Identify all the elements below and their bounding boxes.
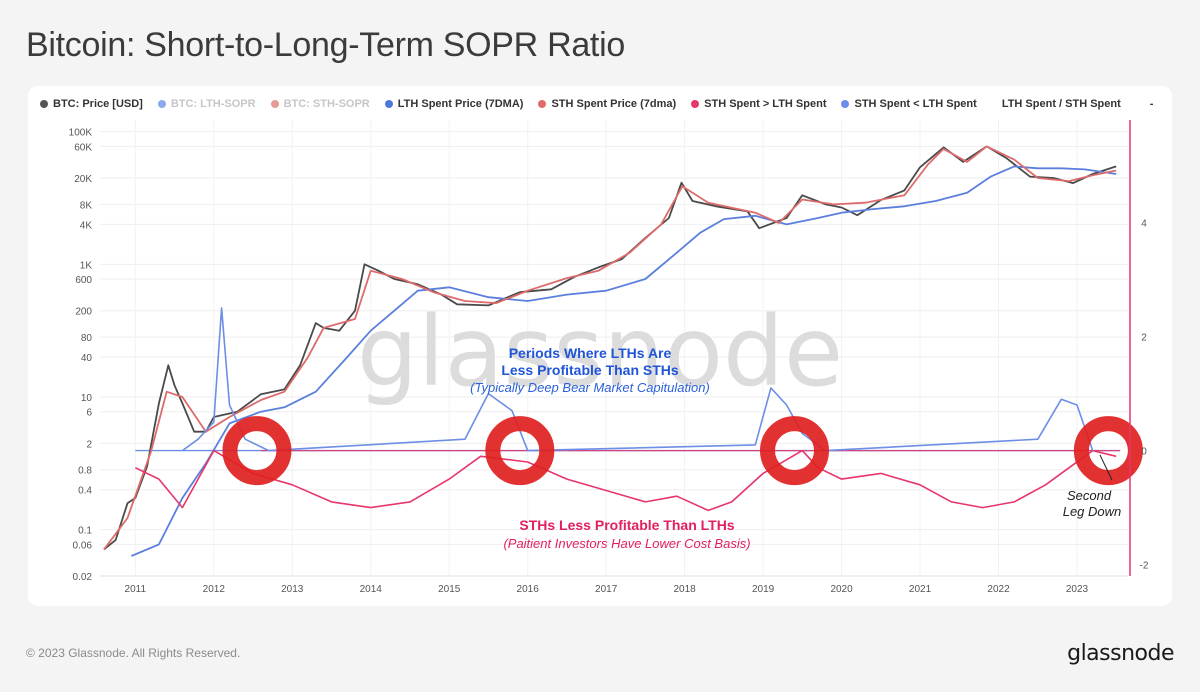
legend-item-sth-spent-price[interactable]: STH Spent Price (7dma)	[538, 98, 676, 110]
y-left-tick-label: 100K	[69, 128, 93, 139]
y-right-tick-label: 2	[1141, 333, 1147, 344]
annotation-second: Second	[1067, 488, 1112, 503]
legend-item-sth-gt-lth[interactable]: STH Spent > LTH Spent	[691, 98, 826, 110]
annotation-upper-sub: (Typically Deep Bear Market Capitulation…	[470, 380, 710, 395]
x-tick-label: 2020	[830, 584, 853, 595]
series-sth-spent-price	[103, 145, 1117, 551]
y-left-tick-label: 0.06	[73, 540, 93, 551]
annotation-lower-title: STHs Less Profitable Than LTHs	[519, 517, 734, 533]
legend-item-lth-sopr[interactable]: BTC: LTH-SOPR	[157, 98, 256, 110]
highlight-circle	[222, 416, 292, 486]
legend-item-sth-lt-lth[interactable]: STH Spent < LTH Spent	[841, 98, 977, 110]
x-tick-label: 2011	[125, 584, 147, 595]
y-left-tick-label: 20K	[74, 174, 92, 185]
y-left-tick-label: 0.1	[78, 526, 92, 537]
y-left-tick-label: 0.02	[73, 572, 93, 583]
annotation-arrow	[1099, 454, 1113, 481]
y-left-tick-label: 8K	[80, 200, 93, 211]
y-right-tick-label: 0	[1141, 447, 1147, 458]
chart-legend: BTC: Price [USD] BTC: LTH-SOPR BTC: STH-…	[40, 98, 1170, 110]
y-left-tick-label: 0.8	[78, 466, 92, 477]
series-sth-gt-lth	[134, 449, 1117, 512]
legend-dot-icon	[841, 100, 850, 108]
x-tick-label: 2017	[595, 584, 618, 595]
y-right-tick-label: 4	[1141, 219, 1147, 230]
axes: 100K60K20K8K4K1K600200804010620.80.40.10…	[69, 120, 1149, 595]
legend-dot-icon	[538, 100, 547, 108]
legend-item-ratio[interactable]: LTH Spent / STH Spent	[1001, 98, 1121, 110]
highlight-circle	[485, 416, 555, 486]
highlight-circle	[759, 416, 829, 486]
x-tick-label: 2021	[909, 584, 932, 595]
y-left-tick-label: 1K	[80, 260, 93, 271]
highlight-circles	[222, 416, 1143, 486]
legend-dot-icon	[270, 100, 279, 108]
x-tick-label: 2019	[752, 584, 775, 595]
annotation-lower-sub: (Paitient Investors Have Lower Cost Basi…	[503, 536, 750, 551]
series-btc-price	[103, 145, 1117, 551]
legend-item-dash[interactable]: -	[1149, 98, 1154, 110]
grid-lines	[100, 120, 1128, 577]
annotation-upper-title-1: Periods Where LTHs Are	[509, 345, 672, 361]
series-lth-spent-price	[131, 165, 1117, 557]
y-left-tick-label: 600	[75, 275, 92, 286]
legend-dot-icon	[691, 100, 700, 108]
highlight-circle	[1073, 416, 1143, 486]
legend-dot-icon	[40, 100, 48, 108]
y-left-tick-label: 40	[81, 353, 93, 364]
legend-dot-icon	[157, 100, 166, 108]
x-tick-label: 2016	[517, 584, 540, 595]
x-tick-label: 2022	[987, 584, 1010, 595]
y-left-tick-label: 0.4	[78, 486, 92, 497]
legend-item-lth-spent-price[interactable]: LTH Spent Price (7DMA)	[384, 98, 523, 110]
annotation-leg-down: Leg Down	[1063, 504, 1122, 519]
y-left-tick-label: 2	[86, 439, 92, 450]
series-lines	[103, 145, 1121, 557]
legend-dot-icon	[384, 100, 393, 108]
x-tick-label: 2014	[360, 584, 383, 595]
x-tick-label: 2023	[1066, 584, 1089, 595]
footer-logo: glassnode	[1067, 641, 1174, 666]
annotations: Periods Where LTHs Are Less Profitable T…	[470, 345, 1121, 551]
y-right-tick-label: -2	[1140, 561, 1149, 572]
y-left-tick-label: 4K	[80, 220, 93, 231]
watermark: glassnode	[357, 296, 843, 408]
footer-copyright: © 2023 Glassnode. All Rights Reserved.	[26, 646, 241, 660]
y-left-tick-label: 200	[75, 307, 92, 318]
legend-item-sth-sopr[interactable]: BTC: STH-SOPR	[270, 98, 370, 110]
y-left-tick-label: 80	[81, 333, 93, 344]
x-tick-label: 2015	[438, 584, 461, 595]
y-left-tick-label: 60K	[74, 142, 92, 153]
y-left-tick-label: 6	[86, 408, 92, 419]
y-left-tick-label: 10	[81, 393, 93, 404]
x-tick-label: 2013	[281, 584, 304, 595]
legend-item-price[interactable]: BTC: Price [USD]	[40, 98, 143, 110]
x-tick-label: 2018	[674, 584, 697, 595]
page-title: Bitcoin: Short-to-Long-Term SOPR Ratio	[26, 26, 625, 64]
x-tick-label: 2012	[203, 584, 226, 595]
annotation-upper-title-2: Less Profitable Than STHs	[501, 362, 679, 378]
